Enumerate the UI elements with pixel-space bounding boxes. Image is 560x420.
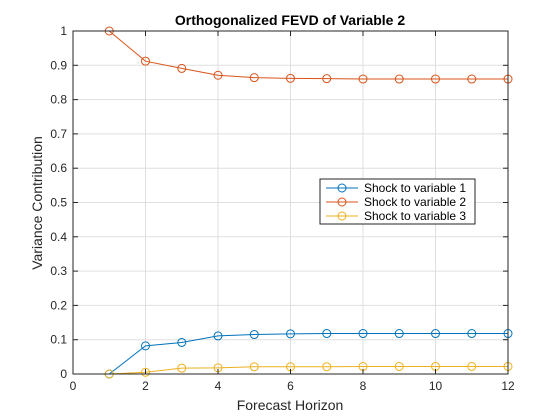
series-3-point bbox=[177, 363, 187, 373]
series-1-point bbox=[286, 329, 295, 339]
series-2-point bbox=[286, 73, 295, 83]
series-1-point bbox=[213, 331, 223, 341]
y-tick-label: 0.6 bbox=[50, 161, 67, 175]
chart-title: Orthogonalized FEVD of Variable 2 bbox=[175, 12, 405, 28]
series-3-point bbox=[322, 362, 332, 372]
series-line-1 bbox=[108, 333, 508, 375]
series-1-point bbox=[394, 329, 404, 339]
legend-marker-2 bbox=[337, 197, 347, 207]
series-1-point bbox=[322, 329, 332, 339]
series-2-point bbox=[322, 74, 332, 84]
series-2-point bbox=[358, 74, 368, 84]
series-1-point bbox=[431, 329, 440, 339]
series-2-point bbox=[177, 63, 187, 73]
x-tick-label: 2 bbox=[142, 379, 149, 393]
series-2-point bbox=[467, 74, 477, 84]
y-tick-label: 0.7 bbox=[50, 127, 67, 141]
series-1-point bbox=[177, 337, 187, 347]
series-2-point bbox=[141, 56, 150, 66]
y-tick-label: 0.5 bbox=[50, 196, 67, 210]
series-3-point bbox=[467, 361, 477, 371]
legend-label-1: Shock to variable 1 bbox=[364, 181, 466, 195]
legend-label-3: Shock to variable 3 bbox=[364, 209, 466, 223]
x-tick-label: 4 bbox=[215, 379, 222, 393]
x-tick-label: 8 bbox=[360, 379, 367, 393]
x-tick-label: 10 bbox=[429, 379, 443, 393]
series-3-point bbox=[394, 361, 404, 371]
y-tick-label: 0.8 bbox=[50, 93, 67, 107]
series-3-point bbox=[141, 367, 150, 377]
series-3-point bbox=[249, 362, 259, 372]
series-2-point bbox=[213, 70, 223, 80]
legend-marker-3 bbox=[337, 211, 347, 221]
y-axis-label: Variance Contribution bbox=[29, 136, 45, 270]
y-tick-label: 0 bbox=[60, 367, 67, 381]
series-1-point bbox=[358, 329, 368, 339]
y-tick-label: 1 bbox=[60, 24, 67, 38]
y-tick-label: 0.3 bbox=[50, 264, 67, 278]
legend-label-2: Shock to variable 2 bbox=[364, 195, 466, 209]
series-line-3 bbox=[109, 365, 508, 375]
y-tick-label: 0.2 bbox=[50, 298, 67, 312]
series-1-point bbox=[467, 329, 477, 339]
series-line-2 bbox=[108, 30, 508, 80]
series-2-point bbox=[431, 74, 440, 84]
x-tick-label: 12 bbox=[501, 379, 515, 393]
series-1-point bbox=[249, 330, 259, 340]
x-tick-label: 6 bbox=[287, 379, 294, 393]
x-tick-label: 0 bbox=[70, 379, 77, 393]
y-tick-label: 0.1 bbox=[50, 333, 67, 347]
legend-marker-1 bbox=[337, 183, 347, 193]
series-2-point bbox=[249, 73, 259, 83]
axes: 0 2 4 6 8 10 12 0 0.1 0.2 0.3 0.4 0.5 0.6 0.7 0.8 0.9 1 bbox=[50, 24, 515, 393]
x-axis-label: Forecast Horizon bbox=[237, 397, 344, 413]
series-1-point bbox=[141, 341, 150, 351]
y-tick-label: 0.9 bbox=[50, 58, 67, 72]
series-2-point bbox=[394, 74, 404, 84]
y-tick-label: 0.4 bbox=[50, 230, 67, 244]
